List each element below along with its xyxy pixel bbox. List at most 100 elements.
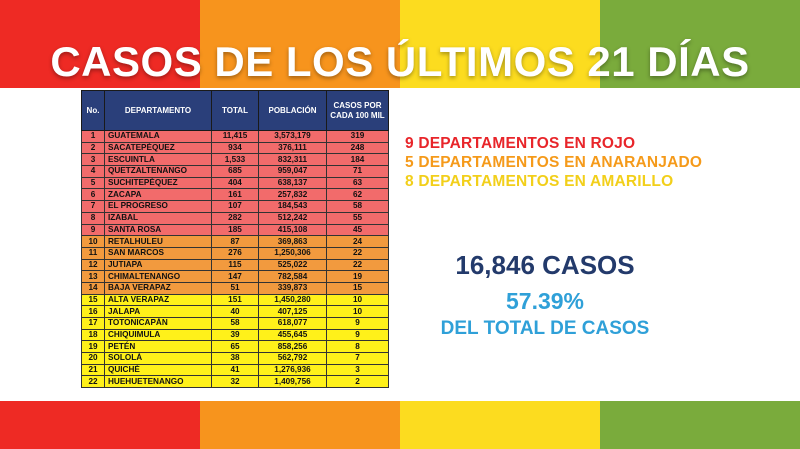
cell-departamento: GUATEMALA	[104, 130, 212, 143]
cell-no: 13	[81, 270, 105, 283]
cell-no: 16	[81, 305, 105, 318]
cell-total: 107	[211, 200, 259, 213]
cell-departamento: RETALHULEU	[104, 235, 212, 248]
cell-departamento: SOLOLÁ	[104, 352, 212, 365]
table-row: 19 PETÉN 65 858,256 8	[81, 340, 389, 354]
cell-departamento: QUICHÉ	[104, 363, 212, 377]
cell-poblacion: 1,450,280	[258, 293, 327, 307]
cell-no: 6	[81, 188, 105, 202]
cell-total: 161	[211, 188, 259, 202]
cell-tasa: 10	[326, 305, 389, 318]
cell-poblacion: 858,256	[258, 340, 327, 354]
cell-total: 41	[211, 363, 259, 377]
cell-no: 15	[81, 293, 105, 307]
table-row: 7 EL PROGRESO 107 184,543 58	[81, 200, 389, 213]
cell-total: 404	[211, 176, 259, 190]
table-row: 8 IZABAL 282 512,242 55	[81, 211, 389, 225]
cell-no: 3	[81, 153, 105, 167]
cell-poblacion: 407,125	[258, 305, 327, 318]
table-row: 5 SUCHITEPÉQUEZ 404 638,137 63	[81, 176, 389, 190]
cell-poblacion: 184,543	[258, 200, 327, 213]
cell-total: 51	[211, 281, 259, 295]
cell-total: 185	[211, 223, 259, 237]
cell-poblacion: 512,242	[258, 211, 327, 225]
table-row: 1 GUATEMALA 11,415 3,573,179 319	[81, 130, 389, 143]
summary-legend: 9 DEPARTAMENTOS EN ROJO 5 DEPARTAMENTOS …	[405, 134, 785, 191]
cell-no: 22	[81, 375, 105, 389]
cell-tasa: 62	[326, 188, 389, 202]
cell-total: 276	[211, 246, 259, 260]
cell-no: 21	[81, 363, 105, 377]
table-row: 13 CHIMALTENANGO 147 782,584 19	[81, 270, 389, 283]
cell-tasa: 9	[326, 328, 389, 342]
page-title: CASOS DE LOS ÚLTIMOS 21 DÍAS	[50, 38, 750, 85]
cell-poblacion: 782,584	[258, 270, 327, 283]
cell-total: 11,415	[211, 130, 259, 143]
cell-no: 11	[81, 246, 105, 260]
cell-poblacion: 562,792	[258, 352, 327, 365]
cell-total: 151	[211, 293, 259, 307]
cell-no: 10	[81, 235, 105, 248]
cell-tasa: 55	[326, 211, 389, 225]
table-row: 18 CHIQUIMULA 39 455,645 9	[81, 328, 389, 342]
cell-tasa: 319	[326, 130, 389, 143]
cell-departamento: CHIQUIMULA	[104, 328, 212, 342]
cell-departamento: EL PROGRESO	[104, 200, 212, 213]
table-row: 14 BAJA VERAPAZ 51 339,873 15	[81, 281, 389, 295]
cell-poblacion: 369,863	[258, 235, 327, 248]
cell-poblacion: 376,111	[258, 141, 327, 155]
table-row: 21 QUICHÉ 41 1,276,936 3	[81, 363, 389, 377]
cell-departamento: CHIMALTENANGO	[104, 270, 212, 283]
cell-no: 2	[81, 141, 105, 155]
cell-tasa: 63	[326, 176, 389, 190]
cell-poblacion: 257,832	[258, 188, 327, 202]
cell-tasa: 19	[326, 270, 389, 283]
cell-departamento: ZACAPA	[104, 188, 212, 202]
cell-tasa: 8	[326, 340, 389, 354]
header-total: TOTAL	[211, 90, 259, 131]
cell-no: 17	[81, 317, 105, 330]
cell-no: 18	[81, 328, 105, 342]
table-row: 17 TOTONICAPÁN 58 618,077 9	[81, 317, 389, 330]
cell-poblacion: 1,276,936	[258, 363, 327, 377]
header-poblacion: POBLACIÓN	[258, 90, 327, 131]
total-casos: 16,846 CASOS	[455, 250, 635, 280]
header-no: No.	[81, 90, 105, 131]
departments-table-wrap: No. DEPARTAMENTO TOTAL POBLACIÓN CASOS P…	[81, 90, 389, 389]
cell-no: 4	[81, 165, 105, 178]
cell-no: 1	[81, 130, 105, 143]
cell-tasa: 45	[326, 223, 389, 237]
summary-rojo: 9 DEPARTAMENTOS EN ROJO	[405, 135, 636, 152]
cell-departamento: TOTONICAPÁN	[104, 317, 212, 330]
cell-no: 19	[81, 340, 105, 354]
cell-poblacion: 525,022	[258, 258, 327, 272]
cell-total: 58	[211, 317, 259, 330]
cell-tasa: 7	[326, 352, 389, 365]
cell-no: 14	[81, 281, 105, 295]
cell-total: 38	[211, 352, 259, 365]
cell-departamento: SAN MARCOS	[104, 246, 212, 260]
cell-departamento: JUTIAPA	[104, 258, 212, 272]
cell-total: 1,533	[211, 153, 259, 167]
table-row: 20 SOLOLÁ 38 562,792 7	[81, 352, 389, 365]
cell-tasa: 58	[326, 200, 389, 213]
table-row: 4 QUETZALTENANGO 685 959,047 71	[81, 165, 389, 178]
cell-poblacion: 1,409,756	[258, 375, 327, 389]
cell-poblacion: 638,137	[258, 176, 327, 190]
cell-total: 87	[211, 235, 259, 248]
cell-departamento: SANTA ROSA	[104, 223, 212, 237]
table-row: 22 HUEHUETENANGO 32 1,409,756 2	[81, 375, 389, 389]
header-casos-por-100mil: CASOS POR CADA 100 MIL	[326, 90, 389, 131]
cell-total: 685	[211, 165, 259, 178]
cell-poblacion: 455,645	[258, 328, 327, 342]
cell-departamento: QUETZALTENANGO	[104, 165, 212, 178]
cell-no: 12	[81, 258, 105, 272]
cell-departamento: IZABAL	[104, 211, 212, 225]
cell-departamento: HUEHUETENANGO	[104, 375, 212, 389]
cell-poblacion: 339,873	[258, 281, 327, 295]
cell-poblacion: 618,077	[258, 317, 327, 330]
cell-tasa: 248	[326, 141, 389, 155]
cell-total: 934	[211, 141, 259, 155]
cell-poblacion: 1,250,306	[258, 246, 327, 260]
table-row: 10 RETALHULEU 87 369,863 24	[81, 235, 389, 248]
